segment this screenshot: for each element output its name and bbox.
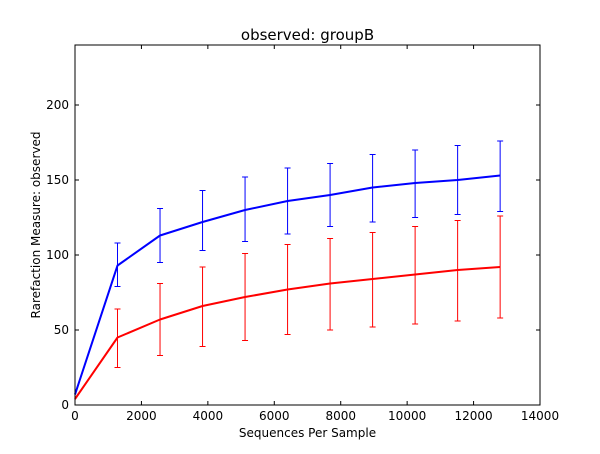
series-1-group xyxy=(74,215,504,400)
x-tick-label: 12000 xyxy=(454,409,492,423)
series-1-line xyxy=(74,266,501,400)
y-axis-label: Rarefaction Measure: observed xyxy=(29,132,43,319)
y-tick-label: 50 xyxy=(54,323,69,337)
x-axis-label: Sequences Per Sample xyxy=(239,426,376,440)
x-tick-label: 8000 xyxy=(325,409,356,423)
y-tick-label: 150 xyxy=(46,173,69,187)
x-tick-label: 0 xyxy=(71,409,79,423)
x-tick-label: 4000 xyxy=(193,409,224,423)
x-tick-label: 14000 xyxy=(521,409,559,423)
series-layer xyxy=(74,140,504,400)
y-tick-label: 200 xyxy=(46,98,69,112)
plot-frame xyxy=(74,44,541,406)
series-0-line xyxy=(74,174,501,395)
tick-layer: 0 2000 4000 6000 8000 10000 12000 14000 0 50 100 15… xyxy=(46,45,559,423)
y-tick-label: 0 xyxy=(61,398,69,412)
series-0-group xyxy=(74,140,504,395)
chart-title: observed: groupB xyxy=(241,26,374,44)
y-tick-label: 100 xyxy=(46,248,69,262)
x-tick-label: 6000 xyxy=(259,409,290,423)
x-tick-label: 10000 xyxy=(388,409,426,423)
x-tick-label: 2000 xyxy=(126,409,157,423)
